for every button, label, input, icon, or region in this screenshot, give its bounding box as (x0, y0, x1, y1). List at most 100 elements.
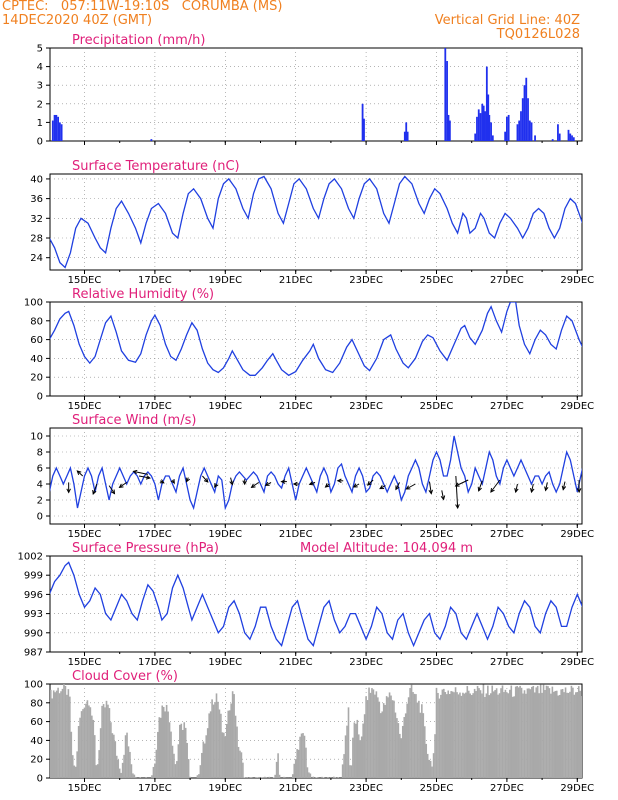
cloud-bar (425, 743, 428, 778)
cloud-bar (489, 693, 492, 778)
cloud-bar (151, 775, 153, 778)
cloud-bar (516, 686, 518, 778)
precip-bar (520, 111, 522, 141)
plot-frame (49, 555, 583, 653)
plot-area (50, 302, 582, 377)
cloud-bar (243, 777, 246, 778)
cloud-bar (99, 728, 102, 778)
wind-arrow (531, 483, 534, 493)
x-tick-label: 15DEC (68, 529, 102, 540)
wind-arrow (77, 470, 84, 477)
x-tick-label: 19DEC (208, 275, 242, 286)
cloud-bar (419, 712, 422, 778)
x-tick-label: 23DEC (349, 275, 383, 286)
cloud-bar (478, 688, 480, 778)
cloud-bar (127, 746, 130, 778)
cloud-bar (69, 696, 71, 778)
precip-bar (488, 114, 491, 141)
cloud-bar (435, 687, 438, 778)
cloud-bar (510, 685, 513, 778)
vertical-grid-note: Vertical Grid Line: 40Z (434, 13, 580, 28)
cloud-bar (548, 688, 551, 778)
cloud-bar (296, 749, 298, 778)
y-tick-label: 40 (30, 736, 43, 747)
cloud-bar (541, 692, 543, 778)
series-line (50, 302, 582, 377)
wind-arrow-head (214, 482, 219, 488)
x-tick-label: 29DEC (560, 657, 594, 668)
cloud-bar (233, 694, 235, 778)
cloud-bar (538, 693, 540, 778)
y-tick-label: 993 (24, 609, 43, 620)
cloud-bar (360, 736, 363, 778)
wind-arrow-head (280, 479, 286, 484)
cloud-bar (223, 732, 225, 778)
precip-bar (53, 114, 56, 141)
cloud-bar (221, 732, 224, 778)
cloud-bar (95, 765, 98, 778)
precip-bar (507, 114, 510, 141)
cloud-bar (158, 717, 161, 778)
cloud-bar (366, 700, 369, 778)
cloud-bar (453, 692, 455, 778)
cloud-bar (180, 723, 183, 778)
cloud-bar (485, 693, 488, 778)
precip-bar (57, 116, 59, 141)
precip-bar (557, 124, 559, 141)
cloud-bar (377, 697, 379, 778)
cloud-bar (535, 687, 538, 778)
wind-arrow (455, 475, 459, 509)
cloud-bar (114, 741, 117, 778)
cloud-bar (83, 707, 86, 778)
wind-arrow-head (292, 481, 298, 487)
cloud-bar (308, 772, 310, 778)
cloud-bar (55, 690, 58, 778)
precip-bar (558, 133, 561, 141)
cloud-bar (491, 685, 494, 778)
cloud-bar (422, 713, 425, 778)
wind-arrow-head (264, 481, 270, 486)
cloud-bar (460, 695, 463, 778)
precip-bar (403, 131, 406, 141)
cloud-bar (107, 704, 109, 778)
x-tick-label: 29DEC (560, 783, 594, 794)
plot-frame (49, 427, 583, 525)
cloud-bar (164, 711, 166, 778)
cloud-bar (76, 751, 78, 778)
cloud-bar (445, 694, 448, 778)
cloud-bar (448, 694, 451, 778)
wind-arrow (441, 490, 445, 500)
cloud-bar (501, 685, 504, 778)
wind-arrow-head (352, 483, 358, 488)
y-tick-label: 10 (30, 432, 43, 443)
cloud-bar (563, 692, 565, 778)
precip-bar (491, 135, 494, 141)
cloud-bar (262, 777, 265, 778)
precip-bar (534, 135, 536, 141)
precip-bar (530, 122, 533, 141)
y-tick-label: 0 (37, 392, 43, 403)
wind-arrow-head (395, 485, 400, 491)
precip-bar (361, 103, 364, 141)
wind-arrow-head (609, 470, 613, 474)
cloud-bar (85, 703, 87, 778)
cloud-bar (551, 686, 554, 778)
forecast-start-time: 14DEC2020 40Z (GMT) (2, 13, 153, 28)
cloud-bar (409, 688, 411, 778)
cloud-bar (161, 705, 164, 778)
cloud-bar (102, 704, 105, 778)
cloud-bar (484, 696, 486, 778)
cloud-bar (237, 746, 240, 778)
cloud-bar (381, 711, 384, 778)
cloud-bar (214, 702, 216, 778)
cloud-bar (403, 717, 406, 778)
cloud-bar (547, 686, 549, 778)
cloud-bar (277, 753, 279, 778)
wind-arrow-head (185, 477, 191, 483)
wind-arrow (230, 477, 233, 485)
cloud-bar (113, 734, 115, 778)
panel-4: Surface Wind (m/s) 0 2 4 6 8 10 15DEC 17DEC 19DEC… (30, 413, 613, 540)
cloud-bar (309, 773, 312, 778)
cloud-bar (580, 696, 582, 778)
